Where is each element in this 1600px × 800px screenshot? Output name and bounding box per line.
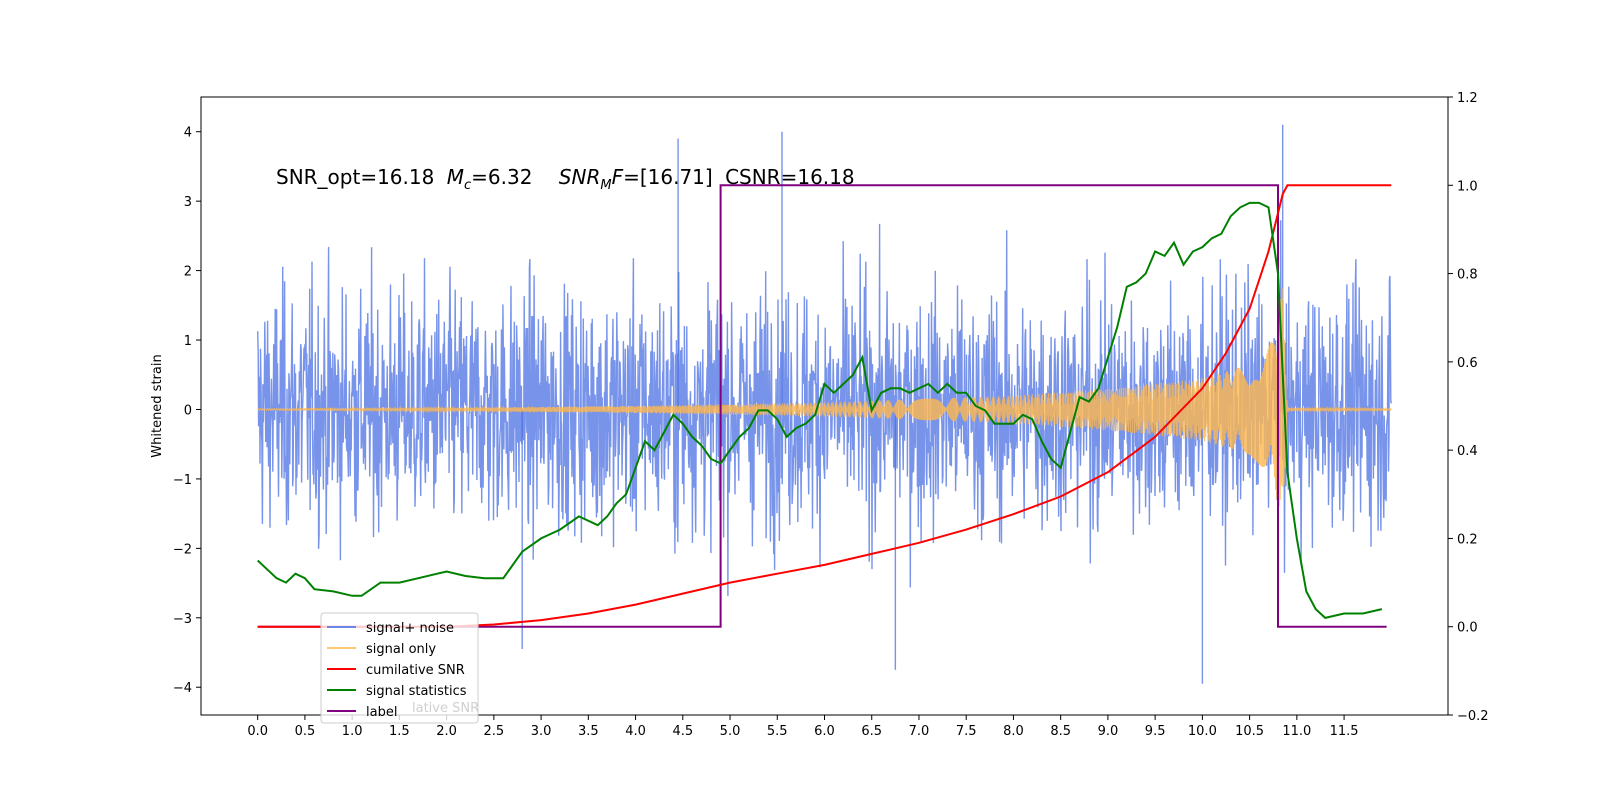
- snrmf-subscript: M: [600, 178, 611, 193]
- x-tick-label: 6.0: [814, 724, 835, 739]
- right-y-tick-label: 1.2: [1457, 91, 1478, 106]
- x-axis: 0.0 0.5 1.0 1.5 2.0 2.5 3.0 3.5 4.0 4.5 5.0 5.5 6.0 6…: [247, 715, 1359, 739]
- legend-box: [320, 612, 479, 724]
- x-tick-label: 3.0: [531, 724, 552, 739]
- legend-entry-label: label: [366, 705, 397, 720]
- signal-plus-noise-line: [257, 220, 1392, 596]
- x-tick-label: 0.5: [295, 724, 316, 739]
- label-line: [257, 184, 1387, 628]
- csnr-label: CSNR=16.18: [725, 165, 855, 189]
- left-y-tick-label: −2: [173, 542, 192, 557]
- x-tick-label: 4.5: [672, 724, 693, 739]
- x-tick-label: 10.5: [1235, 724, 1264, 739]
- legend-entry-label: cumilative SNR: [366, 663, 465, 678]
- mc-value: =6.32: [471, 165, 532, 189]
- mc-symbol: M: [447, 165, 464, 189]
- annotation-text: SNR_opt=16.18 Mc=6.32 SNRMF=[16.71] CSNR…: [276, 165, 855, 193]
- legend: lative SNR signal+ noise signal only cumil…: [320, 612, 479, 724]
- right-y-axis: −0.2 0.0 0.2 0.4 0.6 0.8 1.0 1.2: [1448, 91, 1489, 724]
- right-y-tick-label: 1.0: [1457, 179, 1478, 194]
- right-y-tick-label: 0.0: [1457, 621, 1478, 636]
- x-tick-label: 2.5: [484, 724, 505, 739]
- legend-entry-label: signal statistics: [366, 684, 467, 699]
- x-tick-label: 7.5: [956, 724, 977, 739]
- x-tick-label: 3.5: [578, 724, 599, 739]
- left-y-axis: −4 −3 −2 −1 0 1 2 3 4: [173, 126, 201, 696]
- right-y-tick-label: 0.8: [1457, 268, 1478, 283]
- left-y-tick-label: 4: [184, 126, 192, 141]
- x-tick-label: 7.0: [909, 724, 930, 739]
- left-y-tick-label: 1: [184, 334, 192, 349]
- x-tick-label: 8.0: [1003, 724, 1024, 739]
- right-y-tick-label: 0.4: [1457, 444, 1478, 459]
- x-tick-label: 6.5: [861, 724, 882, 739]
- left-y-tick-label: 3: [184, 195, 192, 210]
- mc-subscript: c: [464, 178, 471, 193]
- x-tick-label: 10.0: [1188, 724, 1217, 739]
- left-y-tick-label: 2: [184, 265, 192, 280]
- snrmf-symbol: SNR: [559, 165, 601, 189]
- x-tick-label: 9.5: [1145, 724, 1166, 739]
- x-tick-label: 2.0: [436, 724, 457, 739]
- signal-statistics-line: [257, 201, 1383, 619]
- left-y-axis-label: Whitened strain: [150, 354, 165, 457]
- snr-opt-label: SNR_opt=16.18: [276, 165, 434, 189]
- x-tick-label: 0.0: [247, 724, 268, 739]
- left-y-tick-label: −4: [173, 681, 192, 696]
- cumulative-snr-line: [257, 184, 1392, 628]
- x-tick-label: 11.5: [1330, 724, 1359, 739]
- x-tick-label: 1.5: [389, 724, 410, 739]
- signal-only-series: [257, 287, 1392, 507]
- right-y-tick-label: −0.2: [1457, 709, 1489, 724]
- x-tick-label: 5.0: [720, 724, 741, 739]
- x-tick-label: 5.5: [767, 724, 788, 739]
- legend-entry-label: signal+ noise: [366, 621, 454, 636]
- left-y-tick-label: −1: [173, 473, 192, 488]
- snrmf-f: F: [612, 165, 624, 189]
- snrmf-value: =[16.71]: [623, 165, 713, 189]
- x-tick-label: 11.0: [1282, 724, 1311, 739]
- right-y-tick-label: 0.6: [1457, 356, 1478, 371]
- right-y-tick-label: 0.2: [1457, 532, 1478, 547]
- signal-only-line: [257, 287, 1392, 507]
- right-axis-series: [257, 184, 1392, 628]
- left-y-tick-label: −3: [173, 612, 192, 627]
- x-tick-label: 1.0: [342, 724, 363, 739]
- left-y-tick-label: 0: [184, 403, 192, 418]
- legend-entry-label: signal only: [366, 642, 436, 657]
- legend-ghost-text: lative SNR: [412, 701, 479, 716]
- x-tick-label: 4.0: [625, 724, 646, 739]
- x-tick-label: 9.0: [1098, 724, 1119, 739]
- x-tick-label: 8.5: [1050, 724, 1071, 739]
